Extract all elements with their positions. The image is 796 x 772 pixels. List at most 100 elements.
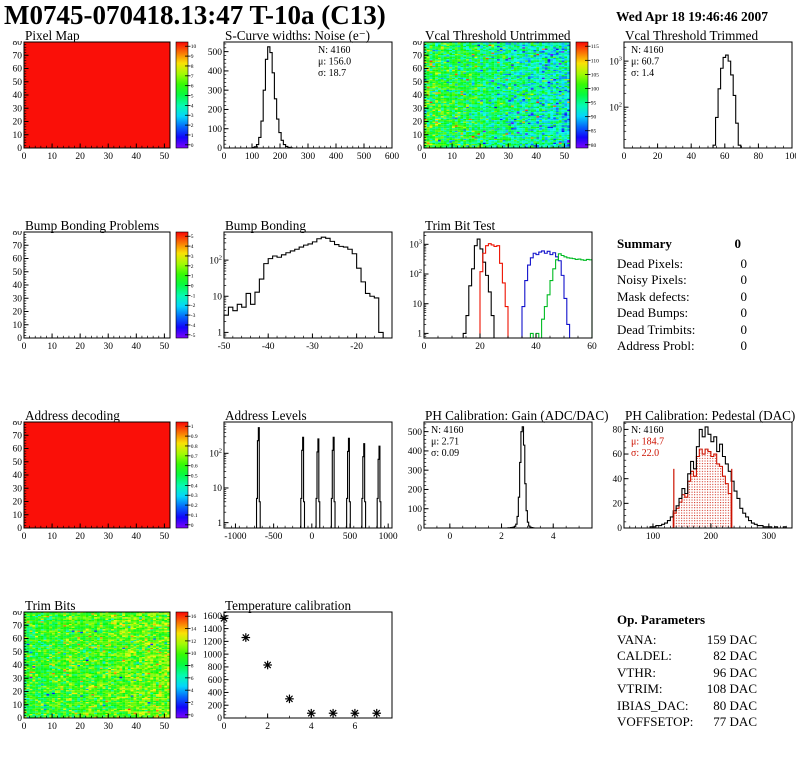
svg-text:10: 10 xyxy=(47,152,57,162)
summary-rows: Dead Pixels: 0 Noisy Pixels: 0 Mask defects:… xyxy=(617,256,747,354)
svg-text:60: 60 xyxy=(413,65,423,75)
svg-text:500: 500 xyxy=(357,152,372,162)
svg-text:20: 20 xyxy=(13,308,23,318)
chart-title-address-decoding: Address decoding xyxy=(25,408,120,423)
svg-text:0.9: 0.9 xyxy=(191,434,198,440)
chart-title-trim-bit-test: Trim Bit Test xyxy=(425,218,496,233)
svg-text:0: 0 xyxy=(422,152,427,162)
svg-text:0: 0 xyxy=(622,152,627,162)
svg-text:20: 20 xyxy=(653,152,663,162)
svg-text:70: 70 xyxy=(13,431,23,441)
row-label: VANA: xyxy=(617,632,657,647)
svg-text:2: 2 xyxy=(191,264,194,270)
chart-address-decoding: Address decoding 0 10 20 30 40 50 0 10 20 30 40 50 60… xyxy=(0,408,200,570)
svg-text:-4: -4 xyxy=(191,323,196,329)
row-label: VTRIM: xyxy=(617,681,663,697)
summary-header: Summary 0 xyxy=(617,236,747,252)
row-label: VOFFSETOP: xyxy=(617,714,694,730)
svg-text:1: 1 xyxy=(191,424,194,430)
svg-text:300: 300 xyxy=(301,152,316,162)
chart-ph-calibration-gain: PH Calibration: Gain (ADC/DAC) 0 2 4 0 100 200… xyxy=(400,408,609,570)
svg-text:500: 500 xyxy=(208,48,223,58)
svg-text:100: 100 xyxy=(785,152,796,162)
svg-text:3: 3 xyxy=(191,254,194,260)
parameter-row: CALDEL: 82 DAC xyxy=(617,648,757,664)
svg-text:102: 102 xyxy=(209,254,222,266)
row-label: Dead Trimbits: xyxy=(617,321,696,337)
svg-text:-30: -30 xyxy=(306,342,319,352)
chart-title-bump-bonding: Bump Bonding xyxy=(225,218,306,233)
op-parameters-title: Op. Parameters xyxy=(617,612,706,627)
chart-title-ph-calibration-gain: PH Calibration: Gain (ADC/DAC) xyxy=(425,408,609,423)
chart-plot-vcal-threshold-untrimmed: 0 10 20 30 40 50 0 10 20 30 40 50 60 70 80 115 110 105 100… xyxy=(413,41,600,162)
chart-address-levels: Address Levels -1000 -500 0 500 1000 1 10 102 xyxy=(200,408,400,570)
svg-text:1: 1 xyxy=(217,329,222,339)
svg-text:103: 103 xyxy=(409,239,422,251)
chart-bump-bonding-problems: Bump Bonding Problems 0 10 20 30 40 50 0 10 20 30 4… xyxy=(0,218,200,380)
svg-text:μ: 60.7: μ: 60.7 xyxy=(631,57,659,68)
svg-text:10: 10 xyxy=(213,292,223,302)
svg-text:40: 40 xyxy=(132,532,142,542)
chart-title-scurve-noise: S-Curve widths: Noise (e⁻) xyxy=(225,28,371,43)
svg-text:20: 20 xyxy=(75,532,85,542)
chart-plot-address-decoding: 0 10 20 30 40 50 0 10 20 30 40 50 60 70 80 1 0.9 0.8 0.7 0.… xyxy=(13,421,198,542)
row-value: 77 DAC xyxy=(713,714,757,730)
parameter-row: Dead Bumps: 0 xyxy=(617,305,747,321)
chart-title-address-levels: Address Levels xyxy=(225,408,307,423)
chart-title-trim-bits: Trim Bits xyxy=(25,598,76,613)
parameter-row: Mask defects: 0 xyxy=(617,289,747,305)
chart-vcal-threshold-trimmed: Vcal Threshold Trimmed 0 20 40 60 80 100 102 103… xyxy=(600,28,796,190)
svg-text:σ: 18.7: σ: 18.7 xyxy=(318,68,346,79)
row-value: 96 DAC xyxy=(713,664,757,680)
chart-bump-bonding: Bump Bonding -50 -40 -30 -20 1 10 102 xyxy=(200,218,400,380)
svg-text:30: 30 xyxy=(13,104,23,114)
svg-text:0.4: 0.4 xyxy=(191,483,198,489)
svg-text:50: 50 xyxy=(13,458,23,468)
svg-text:80: 80 xyxy=(413,41,423,48)
svg-text:0.5: 0.5 xyxy=(191,474,198,480)
row-label: IBIAS_DAC: xyxy=(617,697,689,713)
svg-text:0: 0 xyxy=(17,334,22,344)
summary-title: Summary xyxy=(617,236,672,251)
page-title: M0745-070418.13:47 T-10a (C13) xyxy=(4,0,386,30)
row-label: Address Probl: xyxy=(617,338,695,354)
svg-text:80: 80 xyxy=(13,41,23,48)
svg-text:4: 4 xyxy=(191,244,194,250)
svg-text:20: 20 xyxy=(475,152,485,162)
svg-text:0: 0 xyxy=(22,152,27,162)
svg-text:30: 30 xyxy=(13,484,23,494)
op-parameters-header: Op. Parameters xyxy=(617,612,757,628)
chart-ph-calibration-pedestal: PH Calibration: Pedestal (DAC) 100 200 300 0… xyxy=(600,408,796,570)
row-label: CALDEL: xyxy=(617,648,672,664)
row-value: 80 DAC xyxy=(713,697,757,713)
svg-text:50: 50 xyxy=(560,152,570,162)
parameter-row: VANA: 159 DAC xyxy=(617,632,757,648)
chart-plot-scurve-noise: 0 100 200 300 400 500 600 0 100 200 300 400 500 N: 41… xyxy=(208,41,400,162)
parameter-row: Dead Pixels: 0 xyxy=(617,256,747,272)
svg-text:100: 100 xyxy=(245,152,260,162)
svg-text:1: 1 xyxy=(191,274,194,280)
svg-text:0: 0 xyxy=(217,144,222,154)
chart-title-bump-bonding-problems: Bump Bonding Problems xyxy=(25,218,160,233)
svg-text:102: 102 xyxy=(409,268,422,280)
chart-title-pixel-map: Pixel Map xyxy=(25,28,80,43)
svg-text:50: 50 xyxy=(160,152,170,162)
svg-text:σ: 1.4: σ: 1.4 xyxy=(631,68,654,79)
svg-text:105: 105 xyxy=(591,72,600,78)
op-parameters-panel: Op. Parameters VANA: 159 DAC CALDEL: 82 DAC… xyxy=(617,612,757,730)
svg-text:-50: -50 xyxy=(218,342,231,352)
svg-text:5: 5 xyxy=(191,234,194,240)
svg-text:10: 10 xyxy=(413,300,423,310)
svg-text:600: 600 xyxy=(385,152,400,162)
svg-text:95: 95 xyxy=(591,101,597,107)
chart-trim-bit-test: Trim Bit Test 0 20 40 60 1 10 102 103 xyxy=(400,218,600,380)
svg-text:8: 8 xyxy=(191,64,194,70)
svg-text:20: 20 xyxy=(75,342,85,352)
svg-text:10: 10 xyxy=(413,131,423,141)
svg-text:40: 40 xyxy=(531,342,541,352)
svg-text:6: 6 xyxy=(191,84,194,90)
